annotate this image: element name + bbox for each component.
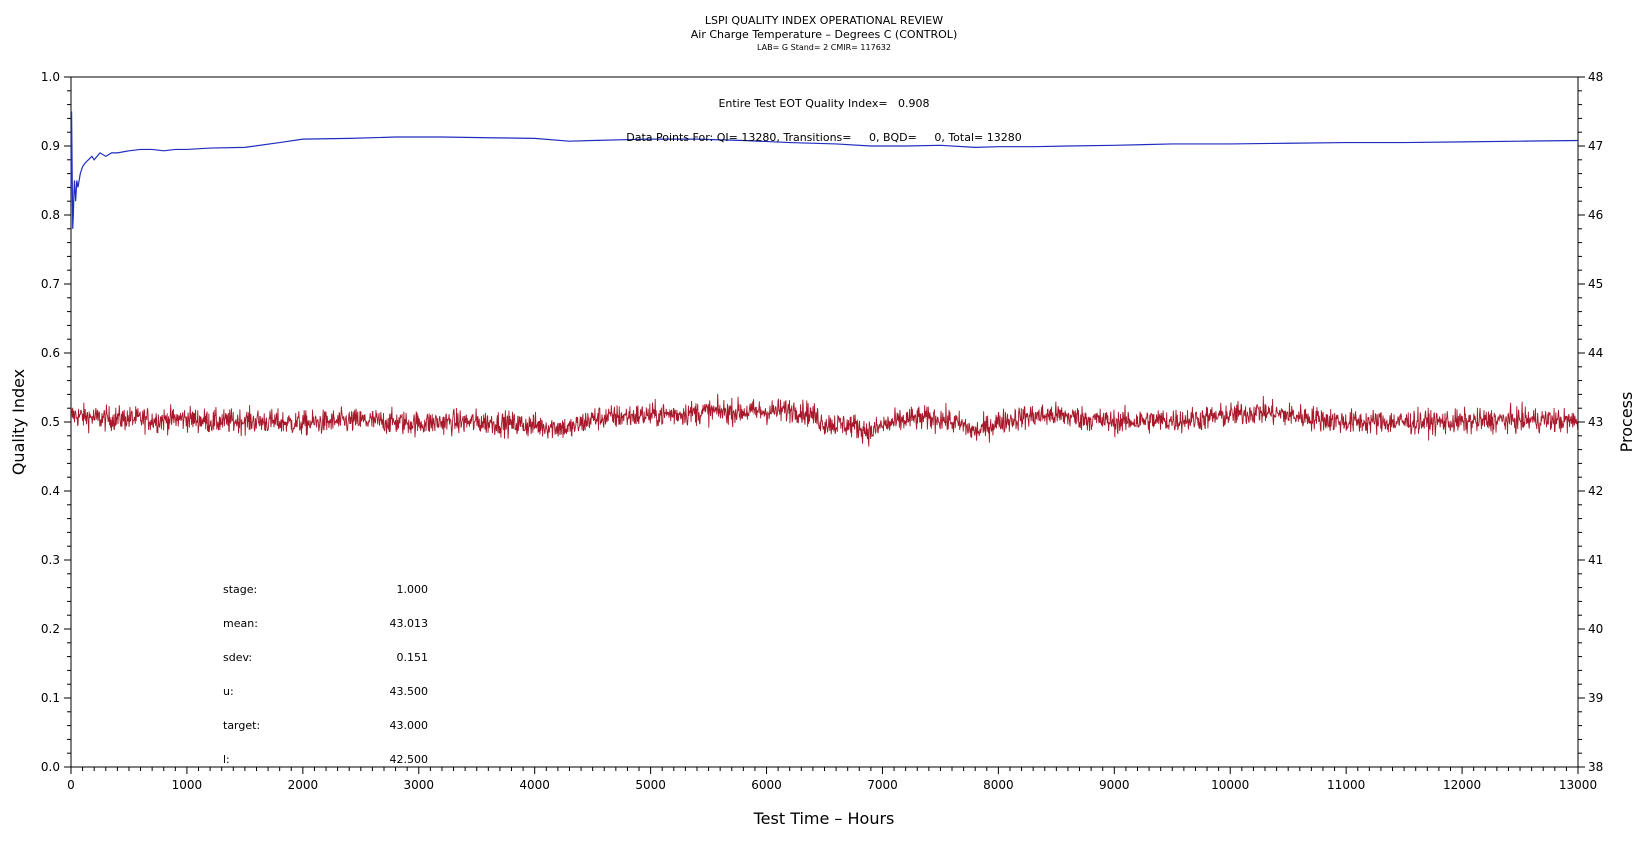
series-layer [70,111,1579,447]
y-tick-label: 0.4 [41,484,60,498]
y-tick-label: 0.1 [41,691,60,705]
x-tick-label: 3000 [403,778,434,792]
x-tick-label: 8000 [983,778,1014,792]
y-tick-label: 0.0 [41,760,60,774]
y-tick-label: 0.3 [41,553,60,567]
x-tick-label: 5000 [635,778,666,792]
y2-tick-label: 38 [1588,760,1603,774]
x-tick-label: 11000 [1327,778,1365,792]
stat-value-u: 43.500 [390,685,429,698]
y-tick-label: 1.0 [41,70,60,84]
x-tick-label: 10000 [1211,778,1249,792]
x-tick-label: 13000 [1559,778,1597,792]
stat-label-stage: stage: [223,583,257,596]
y-tick-label: 0.5 [41,415,60,429]
y2-tick-label: 40 [1588,622,1603,636]
x-axis-ticks: 0 1000 2000 3000 4000 5000 6000 7000 8000 9000 100… [67,767,1597,792]
y-axis-left-ticks: 0.0 0.1 0.2 0.3 0.4 0.5 0.6 0.7 0.8 0.9 1.0 [41,70,71,774]
stat-value-sdev: 0.151 [397,651,429,664]
y2-tick-label: 39 [1588,691,1603,705]
y2-tick-label: 46 [1588,208,1603,222]
quality-index-series-line [70,111,1579,229]
chart-subtitle: Air Charge Temperature – Degrees C (CONT… [691,28,957,41]
chart-title: LSPI QUALITY INDEX OPERATIONAL REVIEW [705,14,943,27]
chart-subtitle-2: LAB= G Stand= 2 CMIR= 117632 [757,43,891,52]
stat-value-l: 42.500 [390,753,429,766]
stat-label-target: target: [223,719,260,732]
process-series-line [70,393,1579,447]
y-axis-right-ticks: 38 39 40 41 42 43 44 45 46 47 48 [1578,70,1603,774]
x-tick-label: 2000 [288,778,319,792]
x-tick-label: 4000 [519,778,550,792]
x-tick-label: 1000 [172,778,203,792]
stat-label-mean: mean: [223,617,258,630]
y2-tick-label: 41 [1588,553,1603,567]
y-tick-label: 0.2 [41,622,60,636]
x-tick-label: 9000 [1099,778,1130,792]
stat-value-stage: 1.000 [397,583,429,596]
x-axis-title: Test Time – Hours [753,809,895,828]
quality-index-annotation: Entire Test EOT Quality Index= 0.908 [718,97,929,110]
x-tick-label: 7000 [867,778,898,792]
y2-tick-label: 43 [1588,415,1603,429]
stat-label-l: l: [223,753,230,766]
y2-tick-label: 48 [1588,70,1603,84]
stat-label-sdev: sdev: [223,651,252,664]
data-points-annotation: Data Points For: QI= 13280, Transitions=… [626,131,1021,144]
x-tick-label: 12000 [1443,778,1481,792]
stat-value-target: 43.000 [390,719,429,732]
y-tick-label: 0.8 [41,208,60,222]
y2-tick-label: 44 [1588,346,1603,360]
y2-axis-title: Process [1617,392,1636,453]
stat-label-u: u: [223,685,234,698]
y-tick-label: 0.7 [41,277,60,291]
y2-tick-label: 47 [1588,139,1603,153]
y-tick-label: 0.6 [41,346,60,360]
stat-value-mean: 43.013 [390,617,429,630]
stats-block: stage: 1.000 mean: 43.013 sdev: 0.151 u:… [223,583,428,766]
y-tick-label: 0.9 [41,139,60,153]
x-tick-label: 0 [67,778,75,792]
y2-tick-label: 45 [1588,277,1603,291]
y-axis-title: Quality Index [9,369,28,475]
x-tick-label: 6000 [751,778,782,792]
y2-tick-label: 42 [1588,484,1603,498]
